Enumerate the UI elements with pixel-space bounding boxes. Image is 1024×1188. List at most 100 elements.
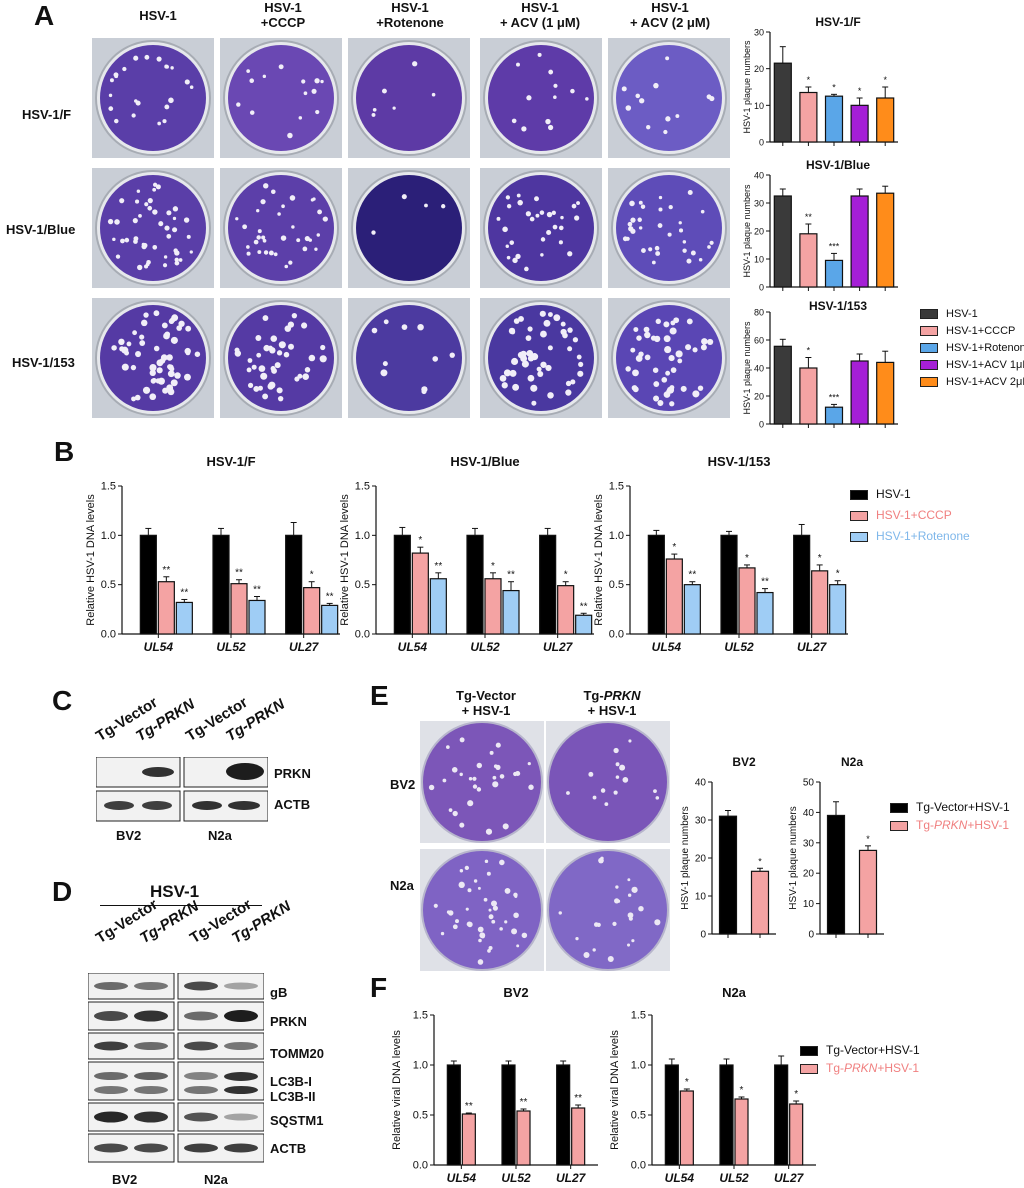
plaque	[692, 347, 698, 353]
bar	[556, 1064, 571, 1166]
plaque	[562, 332, 568, 339]
plaque	[625, 366, 631, 372]
plaque	[135, 351, 142, 358]
plaque	[655, 796, 660, 800]
x-tick-label: UL27	[774, 1171, 805, 1185]
plaque	[256, 209, 260, 213]
plaque	[270, 189, 276, 195]
plaque	[273, 252, 278, 257]
plaque	[162, 387, 169, 394]
x-tick-label: UL52	[216, 640, 246, 654]
plaque	[262, 238, 267, 243]
band	[224, 982, 258, 990]
plaque	[464, 865, 470, 871]
plaque	[548, 69, 554, 75]
x-tick-label: UL54	[144, 640, 174, 654]
plaque	[651, 260, 656, 265]
plaque	[298, 116, 303, 120]
legend-swatch	[920, 360, 938, 371]
y-tick-label: 0.5	[355, 579, 370, 591]
e-col-header-2: Tg-PRKN + HSV-1	[583, 688, 641, 718]
plaque	[167, 370, 175, 378]
bar	[466, 534, 484, 635]
plaque	[547, 312, 553, 317]
plaque	[478, 938, 482, 943]
plaque	[473, 879, 478, 883]
bar	[826, 814, 846, 935]
col-header-2: HSV-1 +CCCP	[260, 0, 306, 30]
band	[94, 1143, 128, 1153]
plaque	[574, 215, 580, 221]
plaque	[380, 369, 388, 377]
plaque	[141, 242, 146, 247]
legend-label: HSV-1+CCCP	[876, 508, 952, 522]
plaque	[262, 393, 269, 400]
plaque	[162, 263, 168, 268]
chart-title: HSV-1/F	[206, 454, 255, 469]
band	[94, 1041, 128, 1051]
well	[616, 175, 722, 281]
plaque	[189, 250, 193, 254]
legend-label: HSV-1+Rotenone	[946, 342, 1024, 354]
band	[134, 1042, 168, 1050]
band	[184, 1072, 218, 1080]
bar	[876, 97, 895, 143]
legend-f-item-2: Tg-PRKN+HSV-1	[800, 1061, 919, 1075]
plaque	[560, 321, 566, 327]
plaque	[308, 238, 312, 242]
band	[134, 982, 168, 990]
well	[356, 305, 462, 411]
bar	[664, 1064, 679, 1166]
plaque	[158, 221, 164, 227]
plaque	[247, 382, 254, 388]
plaque	[636, 335, 642, 341]
chart-title: HSV-1/F	[815, 15, 860, 29]
bar	[774, 1064, 789, 1166]
significance-mark: *	[310, 570, 314, 581]
plaque	[134, 394, 141, 401]
plaque	[483, 897, 488, 902]
plaque	[553, 83, 558, 88]
band-prkn	[142, 767, 174, 777]
plaque	[289, 195, 296, 201]
plaque	[171, 314, 179, 322]
plaque	[622, 777, 629, 783]
plaque	[547, 124, 554, 131]
plaque	[424, 203, 428, 208]
plaque	[665, 370, 671, 376]
y-tick-label: 0.0	[609, 629, 624, 641]
plaque	[452, 924, 458, 930]
well	[547, 721, 669, 843]
plaque	[124, 350, 129, 356]
plaque	[517, 199, 523, 206]
plaque	[459, 737, 465, 743]
plaque	[152, 187, 157, 192]
plaque	[666, 388, 672, 395]
plaque	[183, 217, 190, 223]
plaque	[124, 237, 130, 243]
bar	[393, 534, 411, 635]
plaque	[540, 253, 544, 257]
plaque	[315, 109, 320, 115]
y-tick-label: 20	[754, 392, 764, 402]
y-axis-label: Relative HSV-1 DNA levels	[593, 494, 605, 626]
plaque	[174, 260, 180, 266]
plaque	[392, 106, 396, 110]
plaque	[234, 350, 242, 357]
plaque	[489, 750, 494, 755]
plaque	[547, 345, 553, 351]
y-axis-label: HSV-1 plaque numbers	[742, 40, 752, 134]
y-tick-label: 10	[754, 255, 764, 265]
y-tick-label: 1.5	[355, 481, 370, 493]
plaque	[302, 246, 308, 252]
plaque	[654, 919, 661, 926]
y-tick-label: 40	[803, 808, 815, 819]
plaque	[144, 264, 149, 269]
plaque	[126, 341, 132, 347]
plaque	[301, 79, 306, 84]
plaque	[185, 350, 191, 356]
significance-mark: *	[564, 570, 568, 581]
plaque	[144, 202, 149, 207]
plaque	[678, 228, 684, 233]
plaque	[661, 377, 668, 383]
